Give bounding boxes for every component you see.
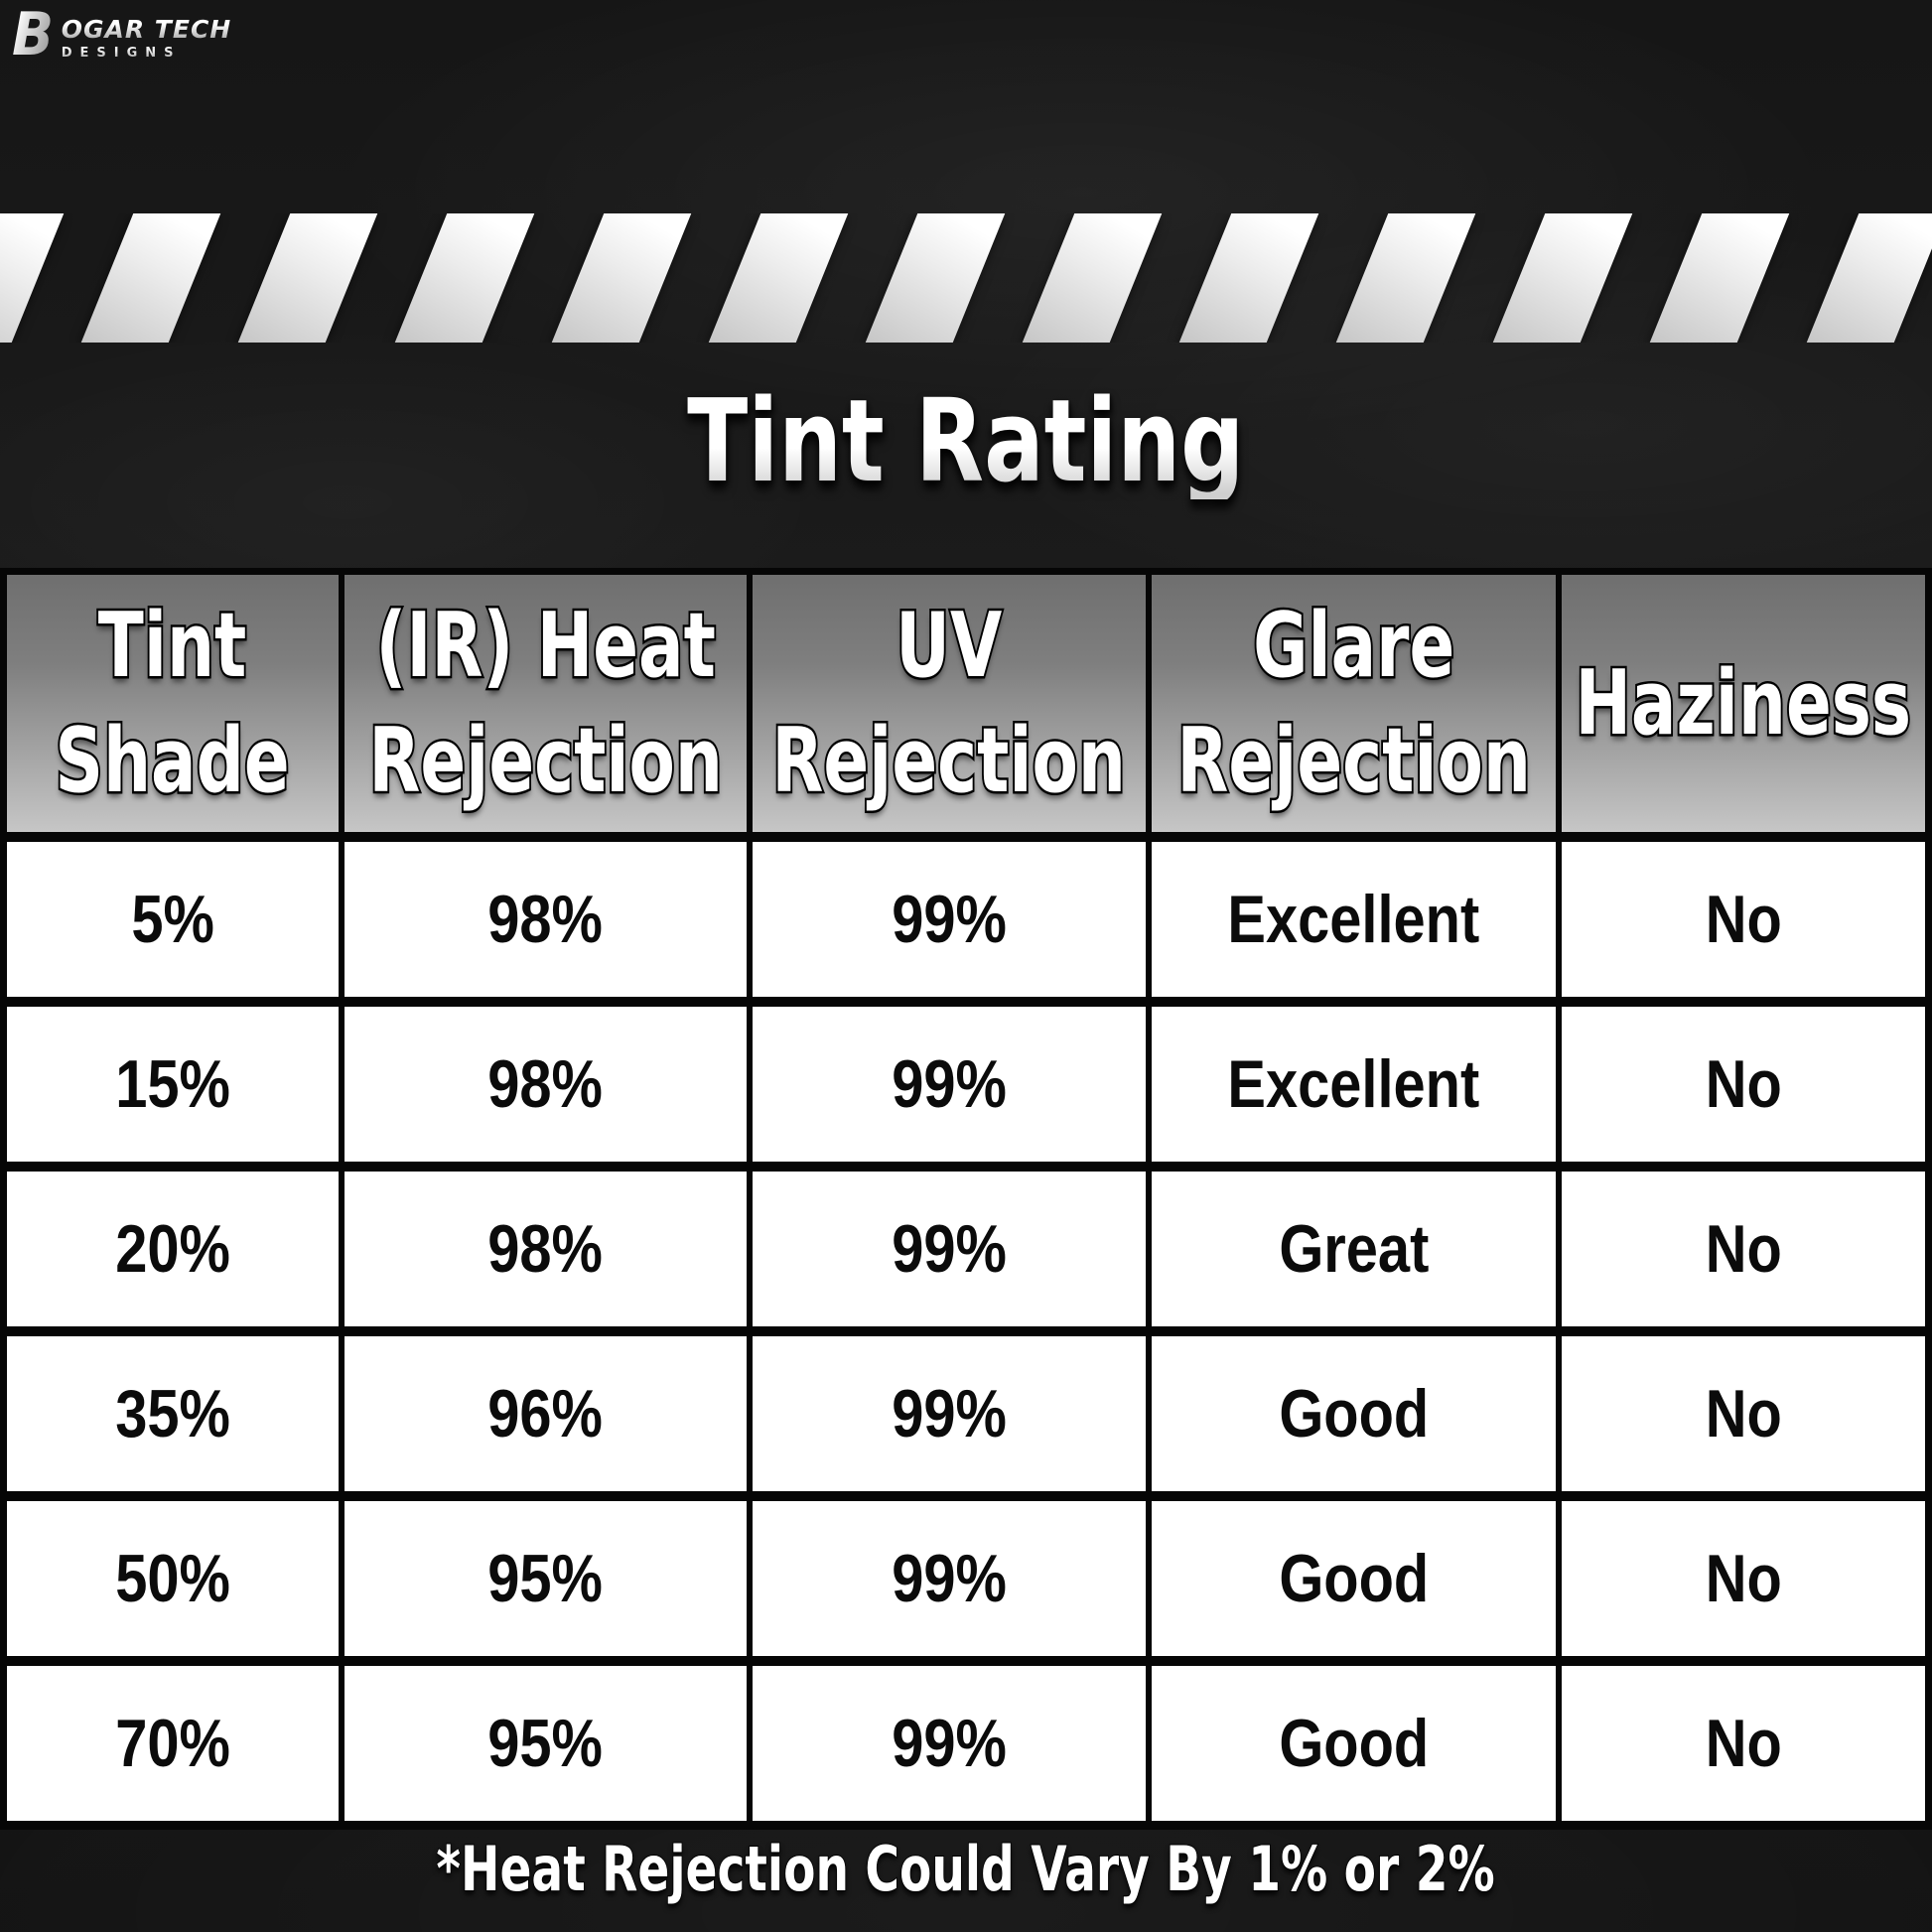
cell-value: 95% xyxy=(487,1541,604,1616)
table-cell: Excellent xyxy=(1151,1007,1557,1162)
table-cell: Excellent xyxy=(1151,842,1557,997)
header-label: (IR) Heat Rejection xyxy=(366,592,724,815)
table-cell: Great xyxy=(1151,1172,1557,1326)
table-cell: 70% xyxy=(7,1666,339,1821)
table-cell: No xyxy=(1562,1007,1925,1162)
table-cell: 99% xyxy=(753,1336,1146,1491)
cell-value: 98% xyxy=(487,1046,604,1122)
cell-value: 95% xyxy=(487,1706,604,1781)
table-cell: 99% xyxy=(753,1172,1146,1326)
cell-value: 15% xyxy=(115,1046,230,1122)
cell-value: 98% xyxy=(487,1211,604,1287)
header-cell-tint-shade: Tint Shade xyxy=(7,575,339,832)
header-label: Haziness xyxy=(1574,648,1913,758)
cell-value: 99% xyxy=(892,1376,1007,1451)
table-cell: 5% xyxy=(7,842,339,997)
table-cell: 95% xyxy=(344,1666,748,1821)
header-cell-uv-rejection: UV Rejection xyxy=(753,575,1146,832)
table-cell: 98% xyxy=(344,1007,748,1162)
header-label: Tint Shade xyxy=(54,592,292,815)
table-cell: No xyxy=(1562,1172,1925,1326)
table-cell: No xyxy=(1562,1666,1925,1821)
cell-value: No xyxy=(1705,1706,1782,1781)
table-cell: 99% xyxy=(753,842,1146,997)
header-label: Glare Rejection xyxy=(1174,592,1532,815)
hazard-stripe xyxy=(865,213,1006,343)
page-title: Tint Rating xyxy=(687,375,1245,508)
cell-value: 99% xyxy=(892,1706,1007,1781)
cell-value: 99% xyxy=(892,882,1007,957)
hazard-stripe xyxy=(237,213,378,343)
brand-monogram: B xyxy=(12,0,55,69)
cell-value: 99% xyxy=(892,1211,1007,1287)
table-cell: 99% xyxy=(753,1007,1146,1162)
header-cell-haziness: Haziness xyxy=(1562,575,1925,832)
cell-value: Great xyxy=(1279,1211,1430,1287)
cell-value: Excellent xyxy=(1227,1046,1480,1122)
table-cell: 96% xyxy=(344,1336,748,1491)
cell-value: 35% xyxy=(115,1376,230,1451)
hazard-stripe xyxy=(80,213,221,343)
tint-rating-table: Tint Shade (IR) Heat Rejection UV Reject… xyxy=(0,568,1932,1830)
brand-subname: DESIGNS xyxy=(62,47,231,60)
hazard-stripes xyxy=(0,213,1932,343)
table-cell: Good xyxy=(1151,1336,1557,1491)
table-cell: 95% xyxy=(344,1501,748,1656)
cell-value: No xyxy=(1705,882,1782,957)
brand-logo: B OGAR TECH DESIGNS xyxy=(12,0,231,69)
cell-value: Excellent xyxy=(1227,882,1480,957)
hazard-stripe xyxy=(1649,213,1790,343)
table-cell: 15% xyxy=(7,1007,339,1162)
table-cell: 98% xyxy=(344,842,748,997)
cell-value: 98% xyxy=(487,882,604,957)
table-cell: 35% xyxy=(7,1336,339,1491)
hazard-stripe xyxy=(551,213,692,343)
table-cell: No xyxy=(1562,1501,1925,1656)
cell-value: 50% xyxy=(115,1541,230,1616)
hazard-stripe xyxy=(1492,213,1633,343)
cell-value: Good xyxy=(1279,1376,1430,1451)
table-cell: 99% xyxy=(753,1666,1146,1821)
hazard-stripes-row xyxy=(0,213,1932,343)
hazard-stripe xyxy=(1806,213,1932,343)
hazard-stripe xyxy=(1178,213,1319,343)
footnote: *Heat Rejection Could Vary By 1% or 2% xyxy=(0,1833,1932,1905)
table-cell: 20% xyxy=(7,1172,339,1326)
cell-value: 96% xyxy=(487,1376,604,1451)
cell-value: Good xyxy=(1279,1706,1430,1781)
header-label: UV Rejection xyxy=(770,592,1128,815)
cell-value: No xyxy=(1705,1376,1782,1451)
cell-value: 99% xyxy=(892,1541,1007,1616)
cell-value: No xyxy=(1705,1046,1782,1122)
hazard-stripe xyxy=(1022,213,1163,343)
hazard-stripe xyxy=(0,213,65,343)
cell-value: 70% xyxy=(115,1706,230,1781)
table-cell: No xyxy=(1562,842,1925,997)
table-cell: 50% xyxy=(7,1501,339,1656)
table-cell: Good xyxy=(1151,1666,1557,1821)
hazard-stripe xyxy=(1335,213,1476,343)
cell-value: 5% xyxy=(131,882,214,957)
table-cell: No xyxy=(1562,1336,1925,1491)
cell-value: Good xyxy=(1279,1541,1430,1616)
cell-value: 99% xyxy=(892,1046,1007,1122)
footnote-text: *Heat Rejection Could Vary By 1% or 2% xyxy=(436,1833,1496,1905)
table-cell: 99% xyxy=(753,1501,1146,1656)
brand-name: OGAR TECH xyxy=(61,15,232,44)
cell-value: No xyxy=(1705,1211,1782,1287)
brand-text: OGAR TECH DESIGNS xyxy=(62,17,231,60)
cell-value: 20% xyxy=(115,1211,230,1287)
hazard-stripe xyxy=(708,213,849,343)
hazard-stripe xyxy=(394,213,535,343)
table-cell: Good xyxy=(1151,1501,1557,1656)
cell-value: No xyxy=(1705,1541,1782,1616)
header-cell-ir-heat-rejection: (IR) Heat Rejection xyxy=(344,575,748,832)
table-cell: 98% xyxy=(344,1172,748,1326)
header-cell-glare-rejection: Glare Rejection xyxy=(1151,575,1557,832)
